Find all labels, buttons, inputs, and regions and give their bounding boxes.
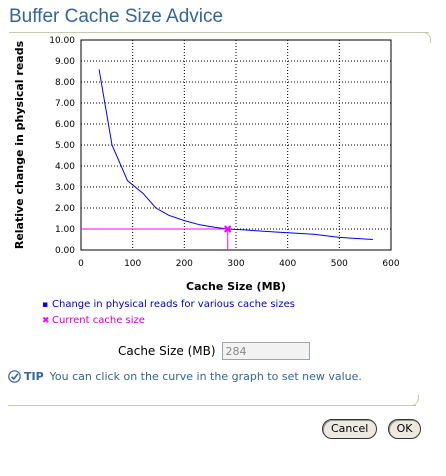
title-divider-corner xyxy=(422,32,431,43)
footer-divider xyxy=(8,405,416,406)
legend-item-series: ▪ Change in physical reads for various c… xyxy=(42,297,295,313)
y-axis-title: Relative change in physical reads xyxy=(13,40,26,249)
y-tick-label: 10.00 xyxy=(49,36,75,46)
cache-advice-chart[interactable]: 0.00 1.00 2.00 3.00 4.00 5.00 6.00 7.00 8.00 9.00… xyxy=(0,30,446,295)
plot-area[interactable] xyxy=(80,39,392,251)
y-tick-label: 2.00 xyxy=(55,204,75,214)
y-tick-label: 0.00 xyxy=(55,246,75,256)
cache-size-field-row: Cache Size (MB) xyxy=(118,342,310,360)
footer-divider-corner xyxy=(410,395,419,406)
current-size-marker xyxy=(224,225,232,233)
chart-legend: ▪ Change in physical reads for various c… xyxy=(42,297,295,329)
x-tick-label: 500 xyxy=(331,259,348,269)
y-tick-label: 5.00 xyxy=(55,141,75,151)
legend-item-current: ✖ Current cache size xyxy=(42,313,295,329)
legend-series-label: Change in physical reads for various cac… xyxy=(52,299,295,310)
chart-series[interactable] xyxy=(98,69,373,240)
tip-text: You can click on the curve in the graph … xyxy=(49,370,362,383)
x-tick-label: 100 xyxy=(124,259,141,269)
x-tick-label: 400 xyxy=(279,259,296,269)
x-tick-label: 0 xyxy=(78,259,84,269)
y-tick-label: 1.00 xyxy=(55,225,75,235)
y-tick-label: 4.00 xyxy=(55,162,75,172)
cache-size-label: Cache Size (MB) xyxy=(118,344,216,358)
cache-size-input[interactable] xyxy=(221,342,310,360)
checkmark-icon xyxy=(8,370,21,383)
y-tick-label: 6.00 xyxy=(55,120,75,130)
y-axis-tick-labels: 0.00 1.00 2.00 3.00 4.00 5.00 6.00 7.00 8.00 9.00… xyxy=(49,36,75,256)
x-tick-label: 600 xyxy=(382,259,399,269)
ok-button[interactable]: OK xyxy=(388,419,421,439)
y-tick-label: 7.00 xyxy=(55,99,75,109)
current-size-marker-group xyxy=(81,225,232,250)
legend-current-label: Current cache size xyxy=(52,315,145,326)
x-axis-title: Cache Size (MB) xyxy=(186,280,286,293)
y-tick-label: 9.00 xyxy=(55,57,75,67)
x-axis-tick-labels: 0 100 200 300 400 500 600 xyxy=(78,259,400,269)
tip: TIP You can click on the curve in the gr… xyxy=(8,370,362,383)
title-divider xyxy=(9,32,429,33)
y-tick-label: 3.00 xyxy=(55,183,75,193)
y-tick-label: 8.00 xyxy=(55,78,75,88)
tip-label: TIP xyxy=(24,370,44,383)
x-tick-label: 200 xyxy=(176,259,193,269)
chart-grid xyxy=(81,40,391,250)
series-marker-icon: ▪ xyxy=(42,300,49,310)
page-title: Buffer Cache Size Advice xyxy=(9,6,224,27)
cancel-button[interactable]: Cancel xyxy=(322,419,377,439)
current-size-x-icon: ✖ xyxy=(42,316,50,326)
x-tick-label: 300 xyxy=(227,259,244,269)
series-line[interactable] xyxy=(98,69,373,240)
